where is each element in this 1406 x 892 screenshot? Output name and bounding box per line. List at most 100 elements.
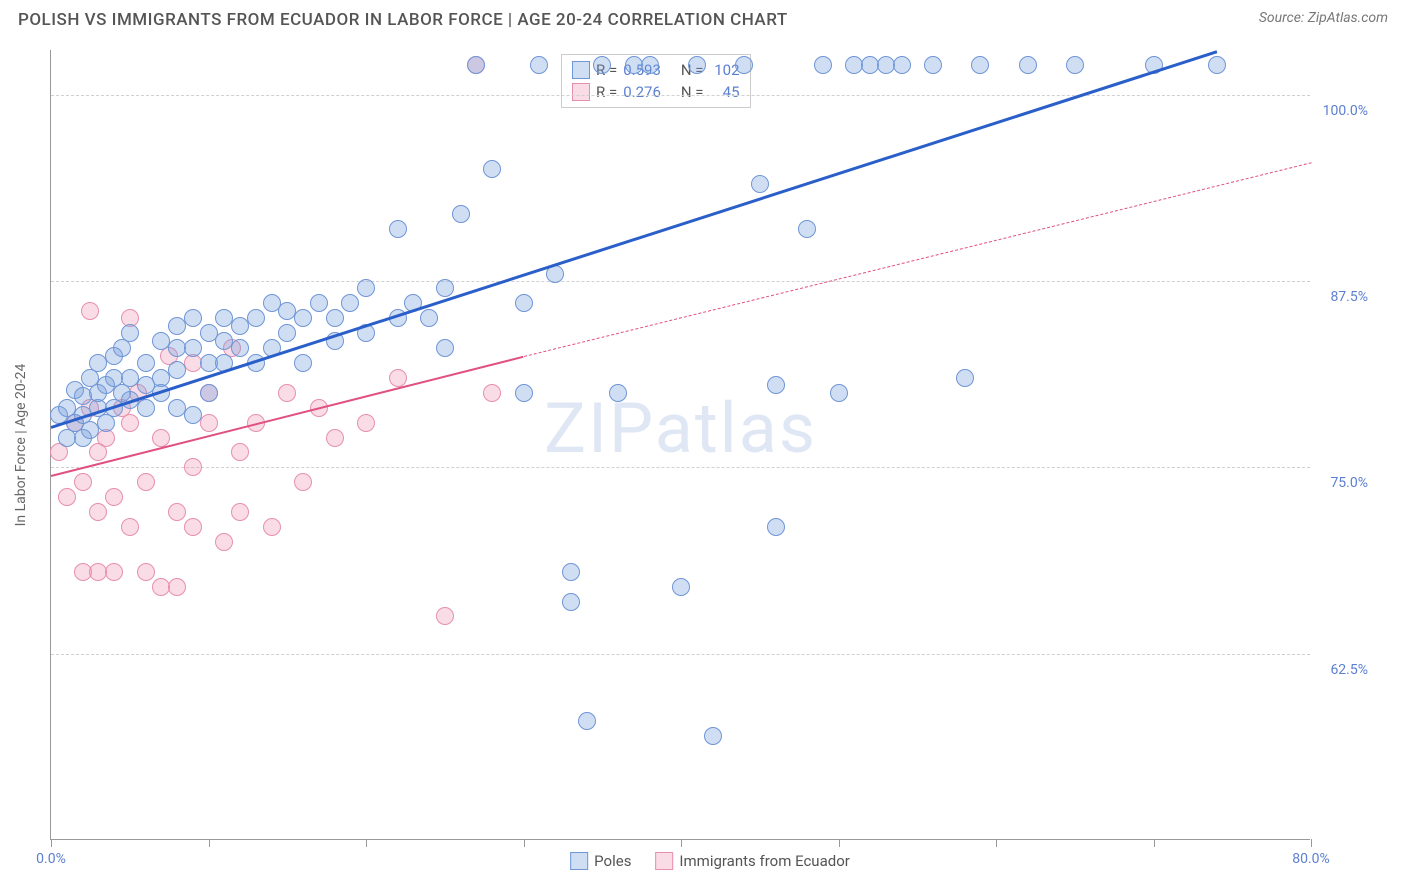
data-point-ecuador [137,563,155,581]
data-point-ecuador [357,414,375,432]
y-tick-label: 87.5% [1330,289,1368,305]
x-tick [839,839,840,847]
data-point-ecuador [231,443,249,461]
y-axis-label: In Labor Force | Age 20-24 [13,363,29,526]
r-label: R = [596,83,617,101]
data-point-poles [326,309,344,327]
x-tick [51,839,52,847]
legend-item-ecuador: Immigrants from Ecuador [655,852,849,870]
x-tick [366,839,367,847]
data-point-poles [357,279,375,297]
data-point-poles [278,324,296,342]
r-value-ecuador: 0.276 [623,83,661,101]
chart-area: In Labor Force | Age 20-24 ZIPatlas R = … [50,50,1370,840]
data-point-ecuador [200,414,218,432]
data-point-poles [672,578,690,596]
x-tick [1154,839,1155,847]
data-point-poles [341,294,359,312]
x-tick [1311,839,1312,847]
data-point-poles [593,56,611,74]
data-point-poles [751,175,769,193]
data-point-poles [1019,56,1037,74]
data-point-poles [578,712,596,730]
data-point-poles [767,518,785,536]
data-point-poles [168,361,186,379]
data-point-poles [1066,56,1084,74]
gridline [51,95,1310,96]
data-point-ecuador [81,302,99,320]
data-point-poles [562,563,580,581]
data-point-ecuador [89,503,107,521]
data-point-poles [609,384,627,402]
data-point-poles [735,56,753,74]
legend-label-ecuador: Immigrants from Ecuador [679,852,849,870]
data-point-poles [184,309,202,327]
data-point-ecuador [168,503,186,521]
data-point-poles [924,56,942,74]
x-tick [681,839,682,847]
data-point-ecuador [278,384,296,402]
data-point-ecuador [58,488,76,506]
data-point-poles [184,406,202,424]
data-point-poles [294,354,312,372]
data-point-ecuador [152,429,170,447]
data-point-poles [971,56,989,74]
swatch-poles-icon [572,61,590,79]
y-tick-label: 62.5% [1330,662,1368,678]
data-point-poles [247,309,265,327]
data-point-poles [767,376,785,394]
data-point-poles [688,56,706,74]
bottom-legend: Poles Immigrants from Ecuador [570,852,850,870]
y-tick-label: 75.0% [1330,475,1368,491]
data-point-ecuador [137,473,155,491]
data-point-poles [389,220,407,238]
legend-label-poles: Poles [594,852,631,870]
data-point-poles [515,294,533,312]
data-point-ecuador [105,488,123,506]
data-point-ecuador [184,458,202,476]
data-point-poles [452,205,470,223]
data-point-ecuador [263,518,281,536]
n-label: N = [681,83,704,101]
x-tick [996,839,997,847]
plot-region: In Labor Force | Age 20-24 ZIPatlas R = … [50,50,1310,840]
data-point-poles [436,279,454,297]
data-point-ecuador [389,369,407,387]
data-point-poles [121,324,139,342]
data-point-poles [467,56,485,74]
swatch-ecuador-icon [572,83,590,101]
data-point-poles [798,220,816,238]
data-point-ecuador [121,518,139,536]
data-point-ecuador [436,607,454,625]
data-point-ecuador [231,503,249,521]
data-point-poles [814,56,832,74]
data-point-poles [893,56,911,74]
data-point-poles [436,339,454,357]
data-point-poles [956,369,974,387]
data-point-poles [420,309,438,327]
gridline [51,654,1310,655]
y-tick-label: 100.0% [1323,103,1368,119]
data-point-poles [704,727,722,745]
swatch-poles-icon [570,852,588,870]
data-point-ecuador [168,578,186,596]
chart-title: POLISH VS IMMIGRANTS FROM ECUADOR IN LAB… [18,10,788,30]
data-point-poles [137,354,155,372]
data-point-ecuador [121,414,139,432]
n-value-ecuador: 45 [710,83,740,101]
gridline [51,467,1310,468]
data-point-poles [641,56,659,74]
source-attribution: Source: ZipAtlas.com [1259,10,1388,30]
data-point-poles [830,384,848,402]
x-tick-label: 80.0% [1292,851,1330,867]
data-point-poles [483,160,501,178]
trendline-ecuador-dashed [523,162,1311,357]
data-point-poles [515,384,533,402]
data-point-ecuador [105,563,123,581]
data-point-ecuador [326,429,344,447]
data-point-ecuador [294,473,312,491]
data-point-poles [231,339,249,357]
data-point-ecuador [483,384,501,402]
x-tick-label: 0.0% [36,851,66,867]
data-point-poles [310,294,328,312]
